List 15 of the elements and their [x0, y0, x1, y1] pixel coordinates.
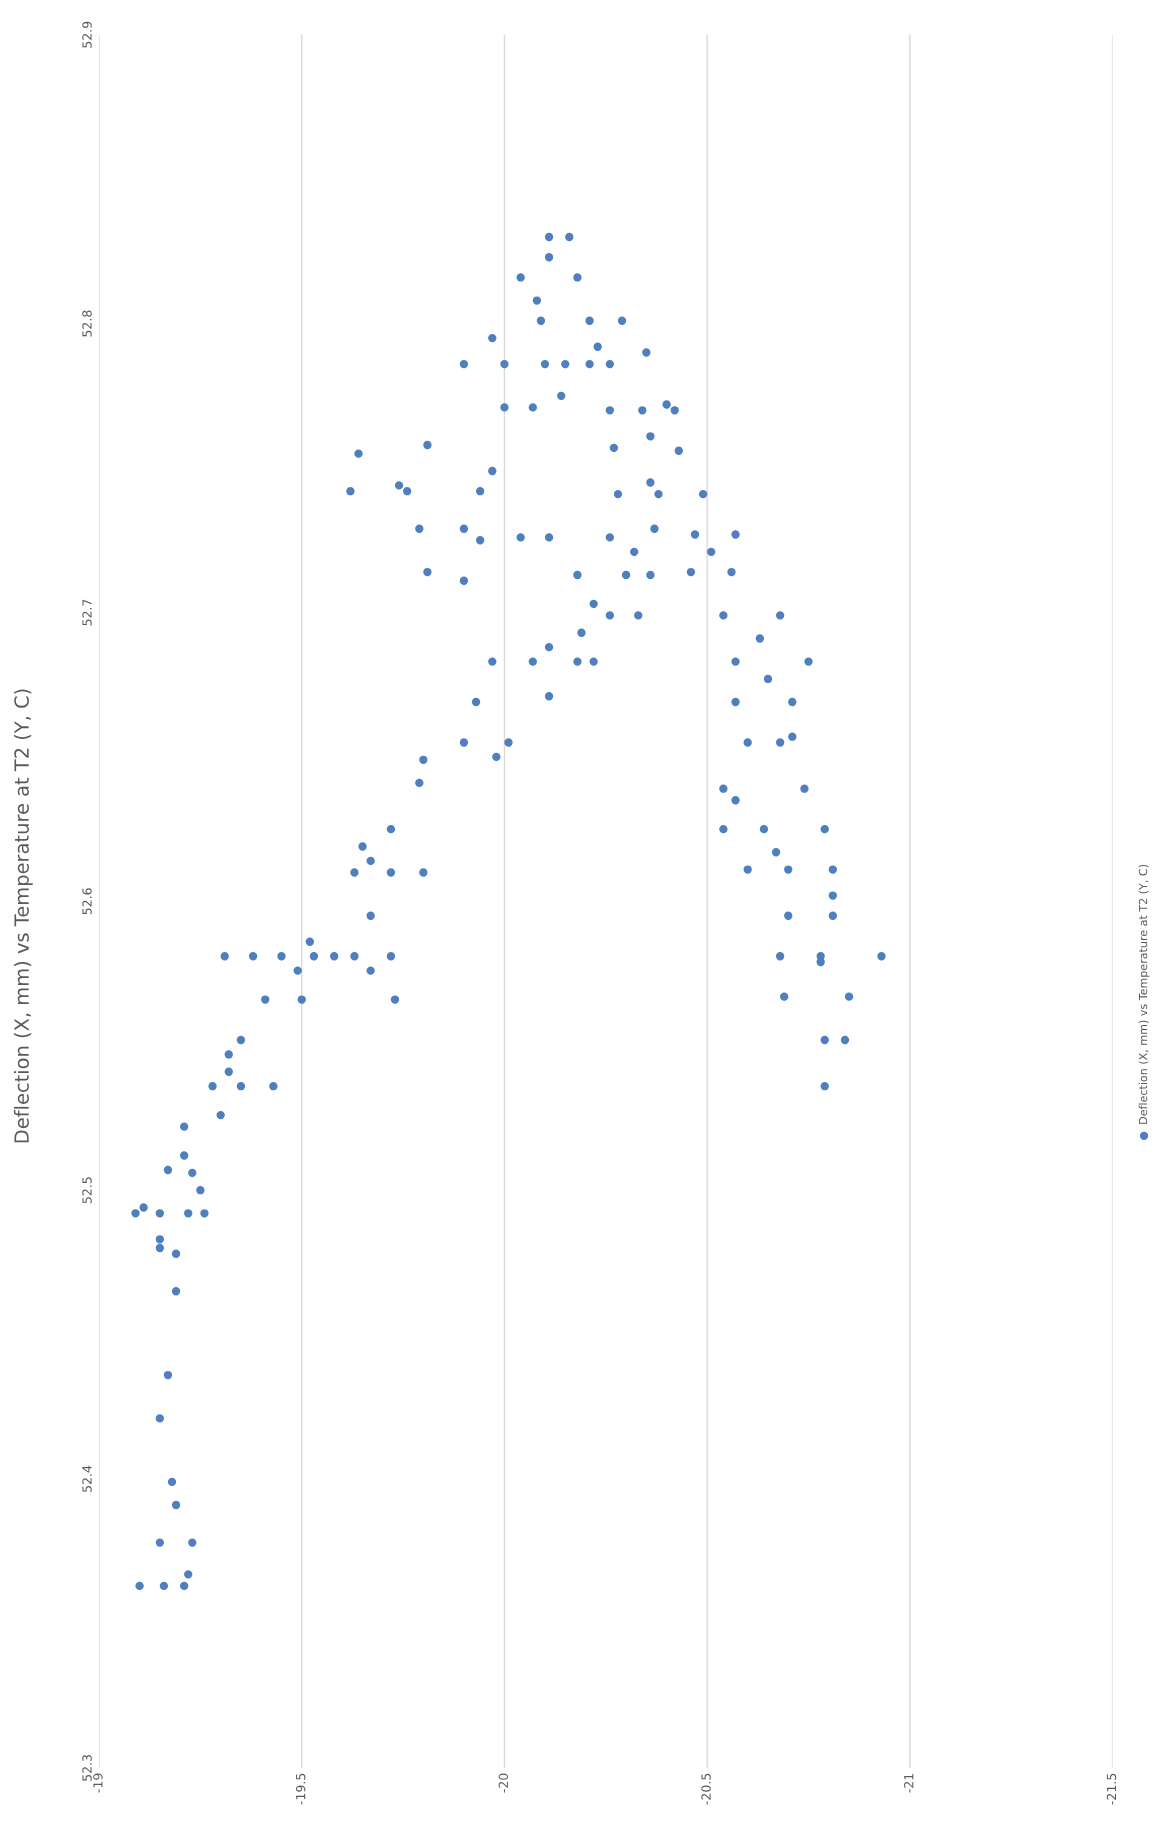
- y-tick-label: 52.3: [82, 1754, 92, 1781]
- y-tick-label: 52.6: [82, 888, 92, 915]
- x-tick-label: -19.5: [295, 1773, 306, 1805]
- y-tick-label: 52.4: [82, 1465, 92, 1492]
- text: Deflection (X, mm) vs Temperature at T2 (Y, C): [1138, 864, 1150, 1124]
- y-tick-label: 52.8: [82, 310, 92, 337]
- y-tick-label: 52.9: [82, 21, 92, 48]
- y-tick-label: 52.5: [82, 1177, 92, 1204]
- x-tick-label: -21.5: [1106, 1773, 1117, 1805]
- x-tick-label: -20.5: [701, 1773, 711, 1805]
- y-tick-label: 52.7: [82, 599, 92, 626]
- x-tick-label: -21: [904, 1773, 914, 1793]
- x-tick-label: -19: [93, 1773, 103, 1793]
- text: Deflection (X, mm) vs Temperature at T2 (Y, C): [13, 689, 33, 1143]
- x-tick-label: -20: [498, 1773, 509, 1793]
